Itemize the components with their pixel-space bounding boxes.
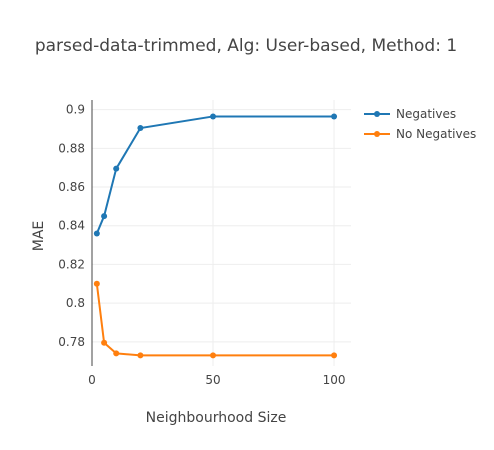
data-point[interactable]: [101, 339, 108, 346]
y-tick-label: 0.82: [58, 257, 85, 271]
series-layer: [93, 113, 338, 359]
x-tick-label: 50: [205, 373, 220, 387]
series-line-1: [95, 115, 335, 234]
data-point[interactable]: [137, 352, 144, 359]
x-axis-label: Neighbourhood Size: [146, 410, 287, 426]
data-point[interactable]: [137, 125, 144, 132]
chart-title: parsed-data-trimmed, Alg: User-based, Me…: [35, 36, 457, 56]
legend-item-2[interactable]: No Negatives: [364, 127, 476, 141]
data-point[interactable]: [113, 350, 120, 357]
y-tick-label: 0.84: [58, 219, 85, 233]
axes: 0.78 0.8 0.82 0.84 0.86 0.88 0.9 0 50 100: [58, 100, 346, 387]
gridlines: [92, 100, 351, 366]
legend-swatch-marker: [374, 131, 380, 137]
x-tick-label: 0: [88, 373, 96, 387]
x-tick-label: 100: [323, 373, 346, 387]
data-point[interactable]: [113, 165, 120, 172]
y-tick-label: 0.88: [58, 141, 85, 155]
data-point[interactable]: [210, 113, 217, 120]
legend-label: No Negatives: [396, 127, 476, 141]
data-point[interactable]: [93, 230, 100, 237]
data-point[interactable]: [331, 352, 338, 359]
y-tick-label: 0.9: [66, 103, 85, 117]
legend[interactable]: Negatives No Negatives: [364, 107, 476, 141]
y-tick-label: 0.8: [66, 296, 85, 310]
legend-item-1[interactable]: Negatives: [364, 107, 456, 121]
y-axis-label: MAE: [31, 221, 47, 252]
data-point[interactable]: [101, 213, 108, 220]
y-tick-label: 0.86: [58, 180, 85, 194]
legend-swatch-marker: [374, 111, 380, 117]
data-point[interactable]: [210, 352, 217, 359]
series-line-2: [95, 283, 335, 357]
legend-label: Negatives: [396, 107, 456, 121]
data-point[interactable]: [331, 113, 338, 120]
y-tick-label: 0.78: [58, 335, 85, 349]
data-point[interactable]: [93, 280, 100, 287]
